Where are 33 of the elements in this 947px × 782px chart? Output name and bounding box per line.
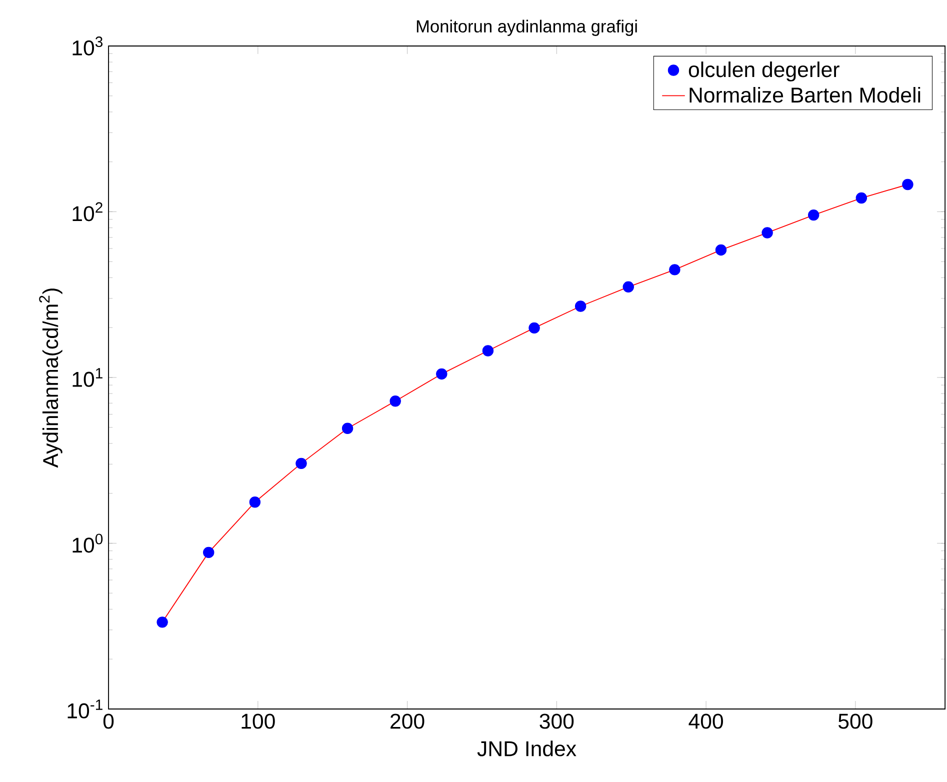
point: [482, 345, 494, 356]
x-tick-label: 200: [390, 714, 424, 729]
point: [856, 192, 868, 204]
x-tick-label: 100: [242, 714, 275, 729]
point: [902, 178, 914, 190]
point: [574, 300, 586, 312]
x-tick-label: 500: [838, 714, 872, 729]
point: [669, 264, 680, 276]
point: [715, 244, 727, 256]
point: [296, 458, 307, 470]
legend-label: olculen degerler: [688, 62, 840, 82]
point: [342, 422, 354, 434]
point: [436, 368, 448, 380]
point: [203, 546, 214, 558]
y-tick-label: 10$^{3}$: [72, 36, 103, 56]
point: [390, 396, 401, 407]
point: [528, 322, 540, 334]
y-axis-title: Aydinlanma(cd/m$^{2}$): [39, 288, 62, 468]
point: [762, 227, 773, 238]
x-tick-label: 0: [103, 714, 114, 729]
y-tick-label: 10$^{1}$: [72, 368, 102, 387]
x-axis-title: JND Index: [477, 740, 576, 756]
point: [249, 496, 261, 508]
chart-title: Monitorun aydinlanma grafigi: [416, 20, 637, 36]
x-tick-label: 400: [688, 714, 723, 729]
point: [808, 209, 820, 221]
point: [156, 616, 168, 628]
y-tick-label: 10$^{0}$: [72, 534, 103, 553]
y-tick-label: 10$^{2}$: [72, 202, 102, 222]
x-tick-label: 300: [540, 714, 574, 729]
legend-label: Normalize Barten Modeli: [690, 86, 920, 103]
point: [622, 281, 634, 293]
y-tick-label: 10$^{-1}$: [68, 700, 102, 718]
